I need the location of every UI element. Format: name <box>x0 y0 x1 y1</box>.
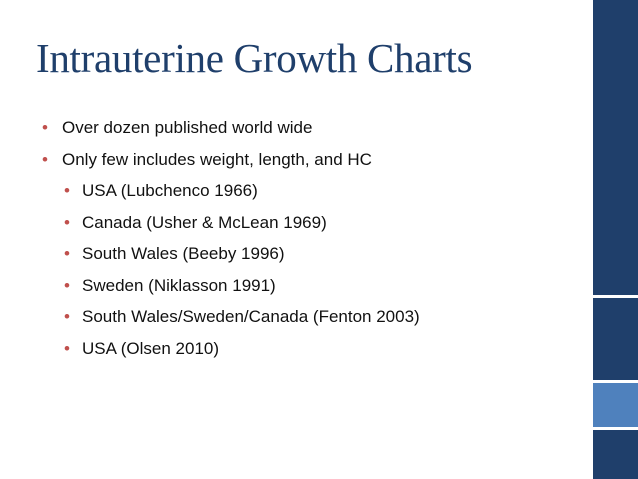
bullet-text: South Wales (Beeby 1996) <box>82 244 285 263</box>
rail-block-top <box>593 0 638 295</box>
sub-bullet-item: • South Wales (Beeby 1996) <box>64 244 420 264</box>
bullet-dot-icon: • <box>42 118 48 137</box>
bullet-item: • Over dozen published world wide <box>42 118 420 138</box>
rail-block-middle <box>593 298 638 380</box>
rail-divider <box>593 295 638 298</box>
bullet-list: • Over dozen published world wide • Only f… <box>42 118 420 370</box>
sub-bullet-item: • South Wales/Sweden/Canada (Fenton 2003) <box>64 307 420 327</box>
bullet-dot-icon: • <box>64 338 70 358</box>
sub-bullet-item: • USA (Olsen 2010) <box>64 339 420 359</box>
bullet-text: Canada (Usher & McLean 1969) <box>82 212 327 232</box>
bullet-dot-icon: • <box>64 275 70 295</box>
bullet-text: Only few includes weight, length, and HC <box>62 149 372 169</box>
sub-bullet-item: • Sweden (Niklasson 1991) <box>64 276 420 296</box>
bullet-dot-icon: • <box>64 244 70 263</box>
bullet-dot-icon: • <box>64 181 70 200</box>
slide-title: Intrauterine Growth Charts <box>36 35 473 81</box>
bullet-dot-icon: • <box>64 212 70 232</box>
bullet-text: South Wales/Sweden/Canada (Fenton 2003) <box>82 307 420 326</box>
bullet-text: USA (Olsen 2010) <box>82 338 220 358</box>
rail-block-bottom <box>593 430 638 479</box>
bullet-dot-icon: • <box>42 149 48 169</box>
bullet-text: Over dozen published world wide <box>62 118 313 137</box>
bullet-dot-icon: • <box>64 307 70 326</box>
bullet-item: • Only few includes weight, length, and H… <box>42 150 420 170</box>
rail-divider <box>593 380 638 383</box>
sub-bullet-item: • Canada (Usher & McLean 1969) <box>64 213 420 233</box>
bullet-text: Sweden (Niklasson 1991) <box>82 275 276 295</box>
sub-bullet-item: • USA (Lubchenco 1966) <box>64 181 420 201</box>
bullet-text: USA (Lubchenco 1966) <box>82 181 258 200</box>
decorative-side-rail <box>593 0 638 479</box>
rail-divider <box>593 427 638 430</box>
rail-block-accent <box>593 383 638 427</box>
